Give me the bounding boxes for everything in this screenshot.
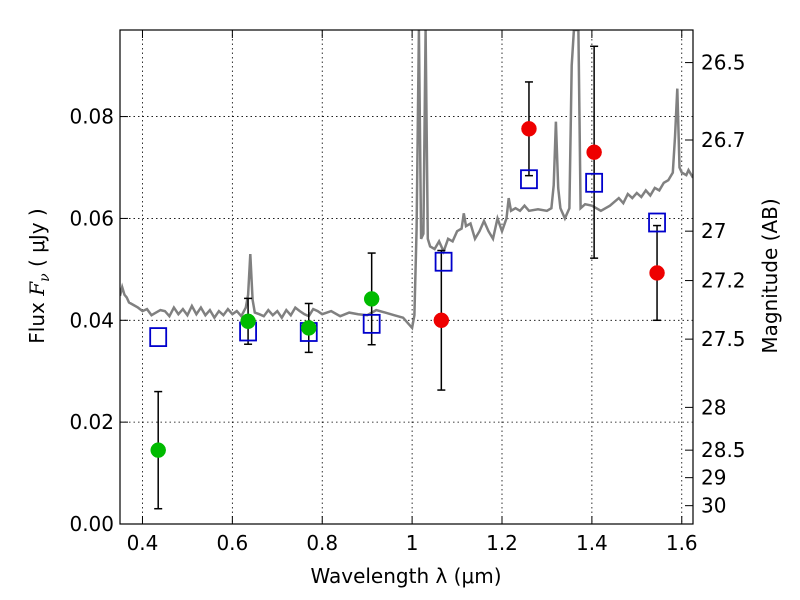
y-tick-label: 0.00 — [69, 512, 114, 536]
x-tick-label: 1.2 — [486, 531, 518, 555]
magnitude-tick-label: 29 — [701, 466, 726, 490]
magnitude-axis-ticks: 26.5 26.7 27 27.2 27.5 28 28.5 29 30 — [685, 51, 746, 518]
y-axis-title-var: F — [25, 281, 49, 297]
magnitude-tick-label: 26.7 — [701, 128, 746, 152]
y-axis-title-prefix: Flux — [25, 296, 49, 344]
magnitude-tick-label: 30 — [701, 494, 726, 518]
x-tick-label: 0.6 — [216, 531, 248, 555]
error-bars — [154, 45, 662, 510]
x-axis-ticks: 0.4 0.6 0.8 1 1.2 1.4 1.6 — [127, 30, 698, 555]
magnitude-axis-title: Magnitude (AB) — [758, 198, 782, 353]
y-tick-label: 0.04 — [69, 308, 114, 332]
y-axis-title-suffix: ( μJy ) — [25, 208, 49, 273]
model-square-marker — [648, 212, 666, 233]
y-axis-ticks: 0.00 0.02 0.04 0.06 0.08 — [69, 105, 128, 536]
x-tick-label: 1 — [406, 531, 419, 555]
magnitude-tick-label: 27.5 — [701, 327, 746, 351]
y-axis-title: Flux Fν ( μJy ) — [25, 208, 53, 343]
x-tick-label: 1.6 — [666, 531, 698, 555]
y-tick-label: 0.08 — [69, 105, 114, 129]
magnitude-tick-label: 28 — [701, 395, 726, 419]
data-markers — [149, 121, 666, 458]
green-data-point — [150, 442, 166, 458]
model-square-marker — [434, 251, 453, 272]
grid-lines — [120, 30, 693, 524]
green-data-point — [363, 291, 380, 307]
plot-content — [120, 30, 693, 510]
magnitude-tick-label: 26.5 — [701, 51, 746, 75]
magnitude-tick-label: 27.2 — [701, 269, 746, 293]
model-square-marker — [520, 169, 538, 190]
y-axis-title-sub: ν — [37, 273, 53, 282]
x-tick-label: 1.4 — [576, 531, 608, 555]
red-data-point — [433, 312, 450, 329]
green-data-point — [301, 320, 317, 336]
y-tick-label: 0.06 — [69, 206, 114, 230]
spectrum-line — [120, 30, 693, 331]
red-data-point — [521, 121, 537, 137]
x-tick-label: 0.8 — [306, 531, 338, 555]
magnitude-tick-label: 28.5 — [701, 438, 746, 462]
red-data-point — [649, 265, 665, 281]
model-square-marker — [362, 313, 381, 334]
x-tick-label: 0.4 — [127, 531, 159, 555]
red-data-point — [586, 144, 602, 160]
plot-frame — [119, 29, 694, 525]
x-axis-title: Wavelength λ (μm) — [310, 564, 501, 588]
model-square-marker — [149, 327, 168, 347]
model-square-marker — [585, 172, 604, 193]
magnitude-tick-label: 27 — [701, 219, 726, 243]
y-tick-label: 0.02 — [69, 410, 114, 434]
green-data-point — [240, 313, 256, 330]
